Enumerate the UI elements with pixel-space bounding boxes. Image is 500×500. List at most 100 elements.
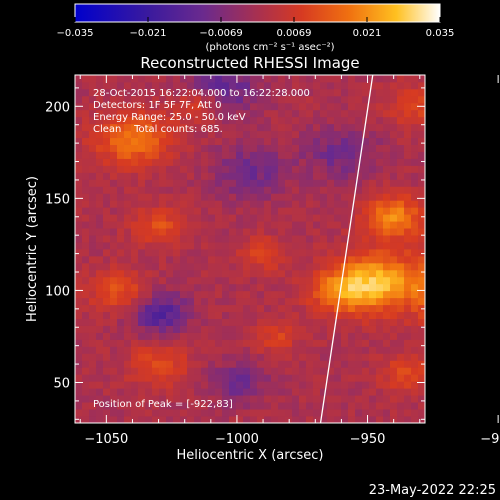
heatmap-cell: [243, 242, 251, 250]
heatmap-cell: [404, 249, 412, 257]
heatmap-cell: [166, 283, 174, 292]
heatmap-cell: [376, 318, 384, 326]
heatmap-cell: [201, 221, 209, 229]
heatmap-cell: [194, 221, 202, 229]
heatmap-cell: [89, 297, 97, 306]
heatmap-cell: [131, 109, 139, 118]
colorbar-tick-label: 0.021: [353, 28, 382, 39]
heatmap-cell: [215, 116, 223, 125]
heatmap-cell: [348, 130, 356, 139]
heatmap-cell: [145, 311, 153, 319]
heatmap-cell: [222, 235, 230, 243]
heatmap-cell: [341, 137, 349, 145]
heatmap-cell: [145, 165, 153, 173]
heatmap-cell: [180, 102, 188, 111]
heatmap-cell: [271, 137, 279, 145]
heatmap-cell: [208, 318, 216, 326]
heatmap-cell: [222, 116, 230, 125]
heatmap-cell: [376, 276, 384, 285]
heatmap-cell: [75, 137, 83, 145]
heatmap-cell: [96, 221, 104, 229]
heatmap-cell: [103, 325, 111, 333]
heatmap-cell: [257, 304, 265, 313]
heatmap-cell: [117, 339, 125, 347]
heatmap-cell: [180, 158, 188, 166]
heatmap-cell: [299, 416, 307, 424]
heatmap-cell: [355, 221, 363, 229]
heatmap-cell: [369, 255, 377, 264]
heatmap-cell: [75, 409, 83, 417]
heatmap-cell: [236, 207, 244, 215]
heatmap-cell: [166, 402, 174, 410]
heatmap-cell: [229, 88, 237, 97]
heatmap-cell: [355, 75, 363, 83]
heatmap-cell: [138, 179, 146, 187]
heatmap-cell: [96, 367, 104, 375]
heatmap-cell: [117, 409, 125, 417]
heatmap-cell: [173, 290, 181, 299]
heatmap-cell: [89, 262, 97, 271]
heatmap-cell: [397, 283, 405, 292]
heatmap-cell: [292, 255, 300, 264]
heatmap-cell: [250, 102, 258, 111]
heatmap-cell: [222, 200, 230, 208]
heatmap-cell: [411, 116, 419, 125]
heatmap-cell: [390, 276, 398, 285]
heatmap-cell: [264, 228, 272, 236]
heatmap-cell: [327, 88, 335, 97]
heatmap-cell: [362, 88, 370, 97]
heatmap-cell: [250, 283, 258, 292]
heatmap-cell: [383, 158, 391, 166]
heatmap-cell: [201, 109, 209, 118]
heatmap-cell: [320, 123, 328, 132]
heatmap-cell: [362, 95, 370, 104]
heatmap-cell: [96, 102, 104, 111]
heatmap-cell: [194, 109, 202, 118]
heatmap-cell: [271, 75, 279, 83]
heatmap-cell: [187, 339, 195, 347]
heatmap-cell: [117, 318, 125, 326]
heatmap-cell: [124, 102, 132, 111]
heatmap-cell: [376, 249, 384, 257]
heatmap-cell: [89, 186, 97, 194]
heatmap-cell: [82, 381, 90, 389]
heatmap-cell: [208, 381, 216, 389]
heatmap-cell: [285, 353, 293, 361]
heatmap-cell: [145, 221, 153, 229]
heatmap-cell: [334, 158, 342, 166]
heatmap-cell: [362, 318, 370, 326]
heatmap-cell: [390, 102, 398, 111]
heatmap-cell: [341, 221, 349, 229]
heatmap-cell: [404, 269, 412, 278]
heatmap-cell: [334, 235, 342, 243]
heatmap-cell: [271, 402, 279, 410]
heatmap-cell: [96, 179, 104, 187]
heatmap-cell: [306, 179, 314, 187]
heatmap-cell: [138, 151, 146, 159]
heatmap-cell: [369, 360, 377, 368]
heatmap-cell: [124, 235, 132, 243]
heatmap-cell: [145, 228, 153, 236]
heatmap-cell: [117, 172, 125, 180]
heatmap-cell: [124, 381, 132, 389]
heatmap-cell: [103, 207, 111, 215]
heatmap-cell: [229, 262, 237, 271]
heatmap-cell: [271, 381, 279, 389]
heatmap-cell: [334, 262, 342, 271]
heatmap-cell: [271, 249, 279, 257]
heatmap-cell: [96, 235, 104, 243]
heatmap-cell: [124, 165, 132, 173]
heatmap-cell: [292, 207, 300, 215]
heatmap-cell: [82, 207, 90, 215]
heatmap-cell: [411, 290, 419, 299]
heatmap-cell: [348, 360, 356, 368]
heatmap-cell: [271, 269, 279, 278]
heatmap-cell: [327, 325, 335, 333]
heatmap-cell: [222, 123, 230, 132]
heatmap-cell: [75, 276, 83, 285]
heatmap-cell: [131, 137, 139, 145]
heatmap-cell: [264, 402, 272, 410]
heatmap-cell: [411, 165, 419, 173]
heatmap-cell: [201, 242, 209, 250]
heatmap-cell: [131, 325, 139, 333]
